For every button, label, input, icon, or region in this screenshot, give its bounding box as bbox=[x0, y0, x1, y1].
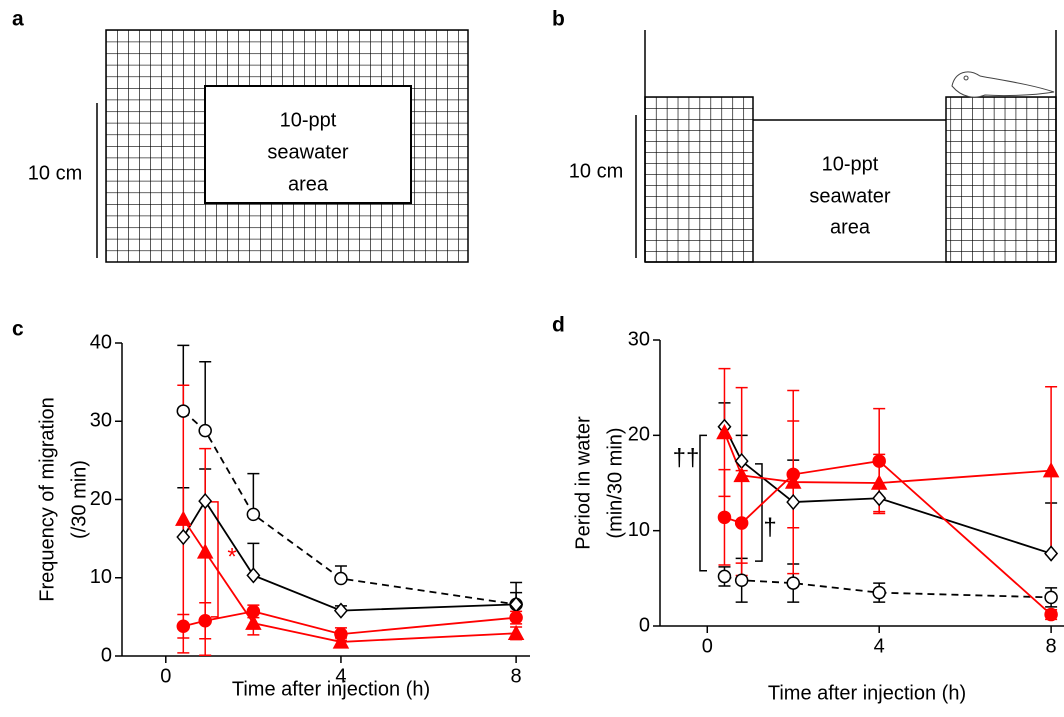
marker bbox=[509, 610, 523, 625]
marker bbox=[717, 569, 732, 584]
marker bbox=[246, 567, 261, 584]
marker bbox=[507, 624, 525, 641]
area-label: seawater bbox=[809, 185, 890, 207]
panel-label: c bbox=[12, 318, 24, 341]
series-line bbox=[724, 575, 1052, 599]
y-tick-label: 30 bbox=[628, 328, 650, 350]
x-tick-label: 4 bbox=[874, 635, 885, 657]
area-label: 10-ppt bbox=[822, 153, 879, 175]
x-axis-label: Time after injection (h) bbox=[232, 678, 430, 700]
marker bbox=[196, 543, 214, 559]
grid-block bbox=[945, 96, 1057, 263]
error-bar bbox=[247, 472, 260, 515]
water-area bbox=[204, 85, 412, 204]
marker bbox=[872, 454, 886, 468]
marker bbox=[784, 473, 802, 489]
marker bbox=[333, 602, 348, 619]
marker bbox=[246, 604, 261, 619]
x-tick-label: 8 bbox=[1046, 635, 1057, 657]
area-label: area bbox=[830, 216, 871, 238]
marker bbox=[872, 490, 887, 507]
marker bbox=[198, 423, 212, 438]
fish-sketch bbox=[951, 71, 1055, 98]
panel-label: b bbox=[552, 8, 565, 31]
y-tick-label: 30 bbox=[90, 410, 112, 432]
area-label: seawater bbox=[267, 141, 348, 163]
y-tick-label: 40 bbox=[90, 331, 112, 353]
x-tick-label: 8 bbox=[511, 665, 522, 687]
panel-b: b 10 cm 10-ppt seawater area bbox=[552, 8, 1057, 263]
marker bbox=[1042, 462, 1060, 478]
x-axis-label: Time after injection (h) bbox=[768, 682, 966, 704]
panel-a: a 10 cm 10-ppt seawater area bbox=[12, 8, 469, 263]
area-label: area bbox=[288, 173, 329, 195]
marker bbox=[332, 633, 350, 649]
y-axis-label: Frequency of migration bbox=[36, 397, 58, 602]
marker bbox=[734, 516, 749, 530]
area-label: 10-ppt bbox=[280, 109, 337, 131]
grid-block bbox=[644, 96, 754, 263]
bracket bbox=[755, 463, 763, 562]
error-bar bbox=[199, 361, 212, 431]
marker bbox=[334, 627, 348, 641]
y-tick-label: 10 bbox=[628, 519, 650, 541]
marker bbox=[334, 571, 348, 586]
series-line bbox=[183, 610, 517, 636]
y-tick-label: 10 bbox=[90, 566, 112, 588]
panel-label: d bbox=[552, 314, 565, 337]
marker bbox=[717, 510, 732, 525]
marker bbox=[176, 619, 191, 634]
marker bbox=[716, 423, 733, 440]
y-tick-label: 20 bbox=[90, 488, 112, 510]
y-axis-label: (/30 min) bbox=[68, 460, 90, 539]
x-tick-label: 4 bbox=[335, 665, 346, 687]
marker bbox=[1044, 545, 1059, 562]
panel-label: a bbox=[12, 8, 24, 31]
marker bbox=[176, 404, 191, 418]
marker bbox=[198, 492, 213, 510]
marker bbox=[786, 576, 800, 590]
annotation: * bbox=[227, 544, 236, 571]
marker bbox=[1044, 590, 1058, 605]
marker bbox=[176, 528, 191, 546]
marker bbox=[870, 474, 888, 490]
marker bbox=[246, 507, 261, 522]
chart: c 0 10 20 30 40 0 4 8 Time after injection (h) Fre… bbox=[12, 318, 530, 700]
marker bbox=[734, 573, 749, 587]
bracket bbox=[211, 501, 219, 618]
y-tick-label: 0 bbox=[639, 614, 650, 636]
marker bbox=[198, 614, 212, 628]
y-tick-label: 0 bbox=[101, 644, 112, 666]
y-axis-label: (min/30 min) bbox=[604, 427, 626, 538]
y-tick-label: 20 bbox=[628, 424, 650, 446]
chart: d 0 10 20 30 0 4 8 Time after injection (h) Perio… bbox=[552, 314, 1064, 704]
x-tick-label: 0 bbox=[702, 635, 713, 657]
marker bbox=[786, 493, 801, 511]
marker bbox=[733, 466, 750, 483]
scale-label: 10 cm bbox=[28, 162, 82, 184]
marker bbox=[245, 614, 262, 630]
x-tick-label: 0 bbox=[160, 665, 171, 687]
annotation: † bbox=[763, 514, 776, 541]
marker bbox=[786, 467, 800, 482]
marker bbox=[1044, 607, 1058, 622]
marker bbox=[175, 510, 192, 526]
series-line bbox=[723, 432, 1052, 484]
annotation: †† bbox=[673, 445, 700, 472]
y-axis-label: Period in water bbox=[572, 416, 594, 550]
series-line bbox=[182, 410, 517, 606]
scale-label: 10 cm bbox=[569, 160, 623, 182]
bracket bbox=[699, 434, 707, 572]
marker bbox=[872, 585, 886, 600]
